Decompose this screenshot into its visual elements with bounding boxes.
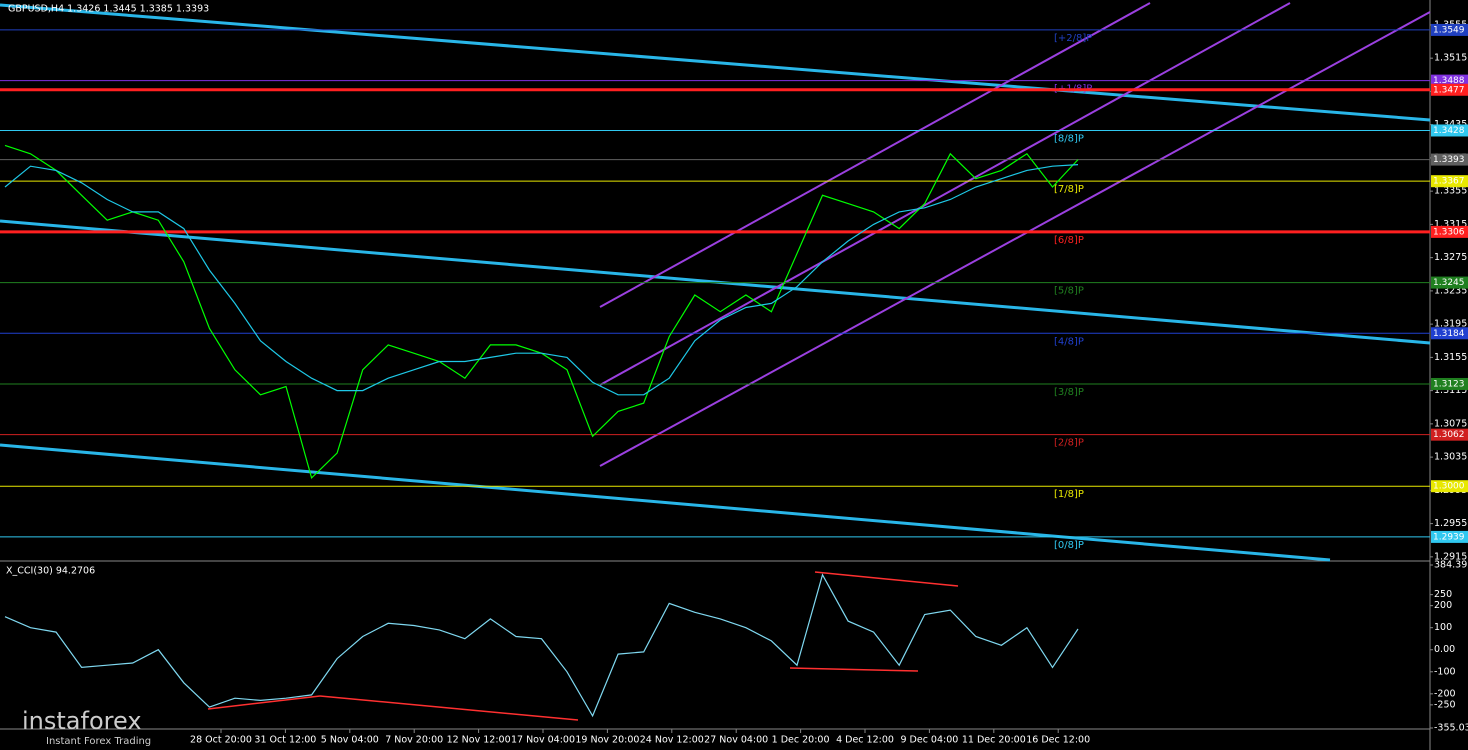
y-tick-label: 0.00 — [1434, 644, 1455, 655]
y-tick-label: 1.3355 — [1434, 186, 1467, 197]
level-label: 1.3306 — [1433, 227, 1465, 237]
murray-tag: [8/8]P — [1054, 133, 1084, 144]
x-tick-label: 7 Nov 20:00 — [385, 735, 443, 746]
level-box — [1431, 153, 1468, 166]
y-tick-label: 1.2955 — [1434, 518, 1467, 529]
murray-tag: [0/8]P — [1054, 540, 1084, 551]
level-label: 1.3549 — [1433, 25, 1465, 35]
y-tick-label: 1.3235 — [1434, 285, 1467, 296]
trend-line — [0, 443, 1331, 562]
y-tick-label: 1.3115 — [1434, 385, 1467, 396]
murray-tag: [+2/8]P — [1054, 33, 1092, 44]
x-tick-label: 16 Dec 12:00 — [1026, 735, 1090, 746]
channel — [599, 2, 1431, 467]
y-tick-label: 100 — [1434, 622, 1452, 633]
murray-tag: [5/8]P — [1054, 286, 1084, 297]
y-tick-label: 384.3971 — [1434, 560, 1468, 571]
murray-tag: [6/8]P — [1054, 235, 1084, 246]
series-line — [4, 573, 1079, 718]
murray-tag: [1/8]P — [1054, 489, 1084, 500]
trend-lines — [0, 3, 1431, 562]
level-label: 1.3184 — [1433, 329, 1465, 339]
y-tick-label: 1.3075 — [1434, 418, 1467, 429]
level-label: 1.3488 — [1433, 76, 1465, 86]
trend-line — [0, 3, 1431, 122]
level-label: 1.3000 — [1433, 482, 1465, 492]
level-box — [1431, 276, 1468, 289]
level-label: 1.3123 — [1433, 379, 1465, 389]
x-tick-label: 17 Nov 04:00 — [511, 735, 575, 746]
y-tick-label: 1.3515 — [1434, 53, 1467, 64]
y-tick-label: 1.3155 — [1434, 352, 1467, 363]
level-box — [1431, 377, 1468, 390]
level-label: 1.3393 — [1433, 155, 1465, 165]
level-box — [1431, 530, 1468, 543]
channel-line — [599, 2, 1291, 386]
channel-line — [599, 2, 1151, 308]
y-tick-label: -355.0315 — [1434, 723, 1468, 734]
x-tick-label: 27 Nov 04:00 — [704, 735, 768, 746]
level-box — [1431, 83, 1468, 96]
level-box — [1431, 124, 1468, 137]
level-box — [1431, 23, 1468, 36]
x-tick-label: 9 Dec 04:00 — [900, 735, 958, 746]
trend-line — [0, 219, 1431, 345]
divergence-line — [814, 571, 959, 587]
level-box — [1431, 175, 1468, 188]
divergence-lines — [207, 571, 959, 721]
y-tick-label: 1.2915 — [1434, 551, 1467, 562]
y-tick-label: 1.3195 — [1434, 319, 1467, 330]
divergence-line — [319, 695, 579, 721]
y-tick-label: -200 — [1434, 688, 1456, 699]
y-tick-label: -100 — [1434, 666, 1456, 677]
y-tick-label: 1.3275 — [1434, 252, 1467, 263]
symbol-header: GBPUSD,H4 1.3426 1.3445 1.3385 1.3393 — [8, 4, 209, 15]
murray-tag: [2/8]P — [1054, 438, 1084, 449]
divergence-line — [789, 667, 919, 672]
x-tick-label: 19 Nov 20:00 — [575, 735, 639, 746]
level-label: 1.2939 — [1433, 532, 1465, 542]
level-label: 1.3062 — [1433, 430, 1465, 440]
y-tick-label: 1.3035 — [1434, 452, 1467, 463]
level-label: 1.3477 — [1433, 85, 1465, 95]
level-label: 1.3428 — [1433, 126, 1465, 136]
level-box — [1431, 480, 1468, 493]
divergence-line — [207, 695, 321, 710]
y-tick-label: 250 — [1434, 589, 1452, 600]
level-label: 1.3367 — [1433, 177, 1465, 187]
x-tick-label: 12 Nov 12:00 — [447, 735, 511, 746]
indicator-title: X_CCI(30) 94.2706 — [6, 566, 95, 577]
level-box — [1431, 327, 1468, 340]
channel-line — [599, 11, 1431, 467]
murray-tag: [4/8]P — [1054, 336, 1084, 347]
x-tick-label: 28 Oct 20:00 — [190, 735, 252, 746]
level-label: 1.3245 — [1433, 278, 1465, 288]
y-tick-label: -250 — [1434, 699, 1456, 710]
x-tick-label: 11 Dec 20:00 — [962, 735, 1026, 746]
y-tick-label: 200 — [1434, 600, 1452, 611]
level-box — [1431, 74, 1468, 87]
x-tick-label: 24 Nov 12:00 — [640, 735, 704, 746]
murray-tag: [3/8]P — [1054, 387, 1084, 398]
murray-tag: [7/8]P — [1054, 184, 1084, 195]
y-tick-label: 1.3315 — [1434, 219, 1467, 230]
x-tick-label: 31 Oct 12:00 — [254, 735, 316, 746]
x-tick-label: 5 Nov 04:00 — [321, 735, 379, 746]
x-tick-label: 1 Dec 20:00 — [772, 735, 830, 746]
series-line — [4, 164, 1079, 396]
level-box — [1431, 428, 1468, 441]
watermark-brand: instaforex — [22, 707, 142, 735]
x-tick-label: 4 Dec 12:00 — [836, 735, 894, 746]
watermark-slogan: Instant Forex Trading — [46, 736, 151, 747]
level-box — [1431, 225, 1468, 238]
